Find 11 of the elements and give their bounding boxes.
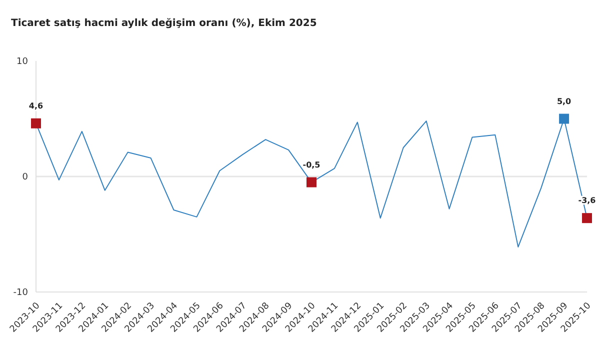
y-tick-label: 10	[16, 57, 28, 68]
y-tick-label: 0	[22, 172, 28, 183]
data-label: 4,6	[28, 101, 44, 110]
point	[559, 114, 570, 124]
point	[306, 177, 316, 188]
data-label: -0,5	[302, 160, 321, 170]
y-tick-label: -10	[13, 288, 28, 298]
point	[582, 213, 592, 224]
data-label: 5,0	[556, 96, 572, 106]
point	[31, 118, 41, 128]
chart-title: Ticaret satış hacmi aylık değişim oranı (%), Ekim 2025	[11, 18, 317, 29]
